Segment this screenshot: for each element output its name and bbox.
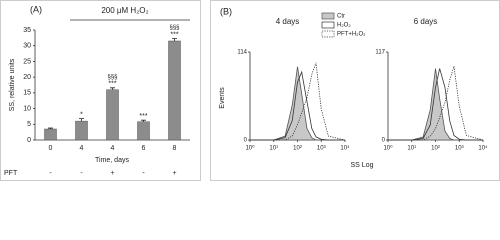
bar — [75, 120, 88, 141]
x-tick-label: 10⁴ — [478, 145, 488, 152]
error-bar — [79, 118, 84, 122]
treatment-label: 200 μM H₂O₂ — [101, 6, 148, 15]
legend-swatch — [321, 30, 335, 38]
row-value: - — [49, 170, 52, 177]
error-bar — [141, 119, 146, 122]
bar — [168, 40, 181, 141]
row-label: PFT — [4, 170, 18, 177]
error-bar — [110, 87, 115, 90]
histogram-curve — [250, 66, 345, 141]
legend-label: H₂O₂ — [337, 23, 351, 29]
x-tick-label: 10² — [293, 146, 302, 152]
x-tick-label: 10³ — [455, 146, 464, 152]
panel-label: (A) — [30, 4, 42, 14]
row-value: + — [172, 170, 176, 177]
y-tick-label: 15 — [23, 90, 31, 97]
y-tick-label: 10 — [23, 105, 31, 112]
significance: * — [80, 111, 83, 118]
error-bar — [172, 38, 177, 41]
bar — [137, 121, 150, 141]
significance-pft: §§§ — [107, 74, 117, 80]
legend-label: Ctr — [337, 14, 345, 20]
x-tick-label: 10³ — [317, 146, 326, 152]
significance: *** — [139, 113, 147, 120]
y-tick-label: 30 — [23, 43, 31, 50]
x-tick-label: 6 — [142, 145, 146, 152]
histogram-curve — [388, 68, 483, 141]
panel-label: (B) — [220, 6, 232, 16]
panel-title: 6 days — [414, 17, 438, 26]
y-tick-label: 25 — [23, 58, 31, 65]
y-axis-label: SS, relative units — [9, 58, 16, 111]
panel-title: 4 days — [276, 17, 300, 26]
panel-b-frame — [210, 0, 500, 181]
histogram-curve — [388, 68, 483, 141]
y-tick-label: 117 — [375, 50, 385, 56]
x-axis-label: Time, days — [95, 157, 129, 164]
x-tick-label: 10¹ — [269, 146, 278, 152]
x-tick-label: 10⁴ — [340, 145, 350, 152]
x-tick-label: 4 — [111, 145, 115, 152]
y-tick-label: 20 — [23, 74, 31, 81]
legend-swatch — [321, 12, 335, 20]
row-value: + — [110, 170, 114, 177]
significance: *** — [170, 31, 178, 38]
histogram-curve — [250, 70, 345, 141]
x-tick-label: 4 — [80, 145, 84, 152]
x-tick-label: 0 — [49, 145, 53, 152]
legend-label: PFT+H₂O₂ — [337, 32, 366, 38]
x-axis-label: SS Log — [351, 162, 374, 169]
bar — [44, 128, 57, 141]
x-tick-label: 8 — [173, 145, 177, 152]
significance: *** — [108, 81, 116, 88]
y-tick-label: 35 — [23, 27, 31, 34]
bar — [106, 89, 119, 141]
histogram-curve — [388, 66, 484, 141]
y-tick-label: 0 — [244, 138, 248, 144]
panel-a-frame — [0, 0, 201, 181]
legend-swatch — [321, 21, 335, 29]
y-tick-label: 5 — [27, 121, 31, 128]
x-tick-label: 10¹ — [407, 146, 416, 152]
x-tick-label: 10⁰ — [383, 145, 393, 152]
y-axis-label: Events — [219, 87, 226, 109]
y-tick-label: 0 — [27, 137, 31, 144]
x-tick-label: 10⁰ — [245, 145, 255, 152]
row-value: - — [142, 170, 145, 177]
figure: (A) 200 μM H₂O₂ SS, relative units Time,… — [0, 0, 500, 181]
row-value: - — [80, 170, 83, 177]
error-bar — [48, 127, 53, 129]
significance-pft: §§§ — [169, 25, 179, 31]
x-tick-label: 10² — [431, 146, 440, 152]
y-tick-label: 0 — [382, 138, 386, 144]
y-tick-label: 114 — [237, 50, 247, 56]
